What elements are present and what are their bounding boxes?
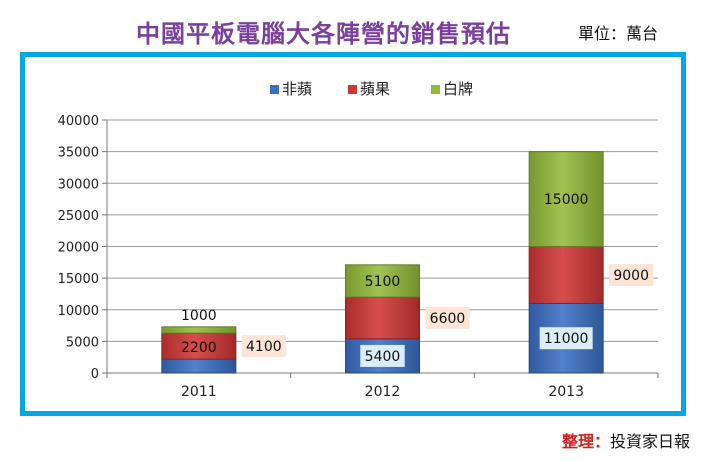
source-text: 投資家日報 bbox=[610, 432, 691, 451]
source-label: 整理： bbox=[562, 432, 611, 451]
bar-segment-2013-1 bbox=[528, 246, 604, 304]
y-tick-label: 25000 bbox=[58, 209, 99, 224]
data-label-box bbox=[608, 263, 654, 286]
y-tick-label: 0 bbox=[91, 367, 99, 382]
legend-label-0: 非蘋 bbox=[282, 80, 312, 98]
data-label-2012-0: 5400 bbox=[365, 349, 401, 365]
unit-label: 單位：萬台 bbox=[578, 24, 659, 43]
data-labels: 2200 4100 1000 5400 6600 5100 11000 9000 15000 bbox=[181, 192, 654, 367]
bar-segments bbox=[161, 151, 604, 374]
bar-segment-2011-1 bbox=[161, 332, 237, 360]
legend-label-2: 白牌 bbox=[443, 80, 473, 98]
data-label-2011-2: 1000 bbox=[181, 308, 217, 324]
x-tick-label: 2011 bbox=[181, 384, 217, 400]
data-label-box bbox=[360, 344, 405, 367]
stacked-bar-chart: 非蘋 蘋果 白牌 0 5000 10000 15000 20000 25000 30000 350… bbox=[58, 80, 659, 400]
y-tick-label: 20000 bbox=[58, 241, 99, 256]
data-label-box bbox=[539, 327, 593, 350]
bar-segment-2012-2 bbox=[345, 264, 420, 298]
data-label-2013-0: 11000 bbox=[544, 331, 589, 347]
data-label-box bbox=[241, 335, 287, 358]
chart-frame: 非蘋 蘋果 白牌 0 5000 10000 15000 20000 25000 30000 350… bbox=[20, 52, 686, 416]
legend-label-1: 蘋果 bbox=[360, 80, 390, 98]
data-label-2011-1: 4100 bbox=[246, 339, 282, 355]
bar-segment-2013-2 bbox=[528, 151, 604, 247]
x-tick-label: 2013 bbox=[548, 384, 584, 400]
y-tick-label: 35000 bbox=[58, 146, 99, 161]
y-tick-label: 30000 bbox=[58, 177, 99, 192]
data-label-2012-2: 5100 bbox=[365, 274, 401, 290]
legend-swatch-1 bbox=[348, 85, 357, 94]
y-tick-label: 10000 bbox=[58, 304, 99, 319]
data-label-2013-2: 15000 bbox=[544, 192, 589, 208]
legend: 非蘋 蘋果 白牌 bbox=[270, 80, 473, 98]
chart-title: 中國平板電腦大各陣營的銷售預估 bbox=[136, 20, 511, 48]
bar-segment-2011-2 bbox=[161, 326, 237, 334]
data-label-2013-1: 9000 bbox=[613, 268, 649, 284]
x-tick-label: 2012 bbox=[365, 384, 401, 400]
y-tick-label: 40000 bbox=[58, 114, 99, 129]
legend-swatch-2 bbox=[431, 85, 440, 94]
x-axis: 2011 2012 2013 bbox=[106, 372, 659, 400]
bar-segment-2011-0 bbox=[161, 358, 237, 374]
data-label-box bbox=[425, 306, 470, 329]
source-credit: 整理：投資家日報 bbox=[562, 428, 690, 452]
data-label-2012-1: 6600 bbox=[430, 311, 466, 327]
y-tick-label: 5000 bbox=[66, 335, 99, 350]
data-label-2011-0: 2200 bbox=[181, 340, 217, 356]
y-axis: 0 5000 10000 15000 20000 25000 30000 35000 40000 bbox=[58, 114, 108, 382]
bar-segment-2012-1 bbox=[345, 296, 420, 340]
legend-swatch-0 bbox=[270, 85, 279, 94]
y-tick-label: 15000 bbox=[58, 272, 99, 287]
